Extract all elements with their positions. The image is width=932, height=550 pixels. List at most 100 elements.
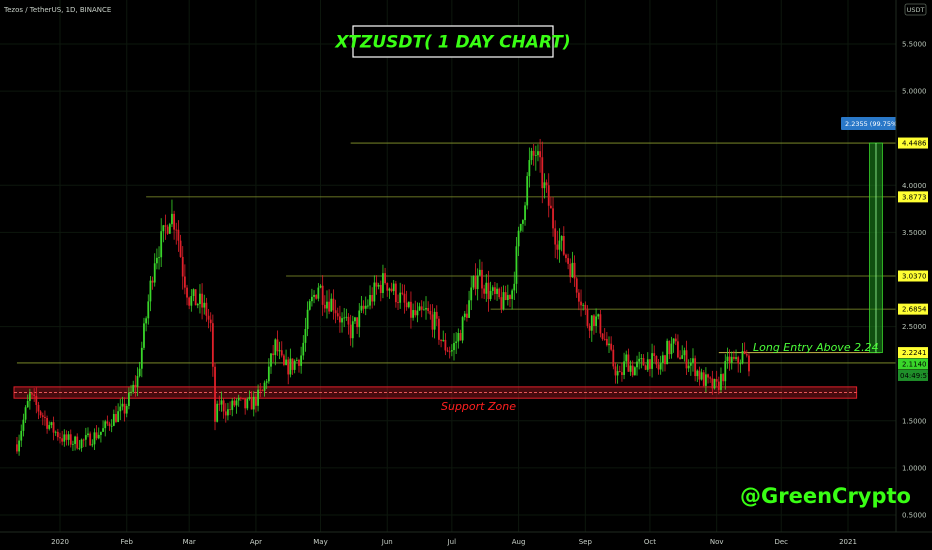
level-tag-bg: [898, 270, 928, 282]
y-axis-ticks: 0.5000 1.0000 1.5000 2.5000 3.5000 4.0000 5.00…: [902, 41, 927, 520]
entry-tag: 2.2241: [902, 349, 927, 357]
candle-body: [237, 397, 240, 401]
candle-body: [123, 403, 126, 414]
candle-body: [351, 321, 354, 339]
candle-body: [661, 355, 664, 363]
candle-body: [33, 394, 36, 396]
candle-body: [444, 339, 447, 351]
candle-body: [239, 397, 242, 399]
candle-body: [405, 302, 408, 308]
candle-body: [160, 231, 163, 258]
candle-body: [69, 434, 72, 445]
candle-body: [272, 353, 275, 356]
x-tick-label: Aug: [512, 538, 526, 546]
y-tick-label: 5.5000: [902, 41, 927, 49]
x-tick-label: Sep: [579, 538, 593, 546]
candle-body: [573, 262, 576, 279]
candle-body: [575, 278, 578, 293]
candle-body: [76, 436, 79, 449]
candle-body: [171, 213, 173, 225]
candle-body: [263, 382, 266, 391]
price-axis[interactable]: [896, 0, 932, 532]
candle-body: [336, 313, 339, 317]
candle-body: [181, 256, 184, 277]
candle-body: [375, 282, 378, 287]
level-tag: 2.6854: [902, 306, 927, 314]
candle-body: [300, 355, 303, 366]
candle-body: [125, 405, 128, 414]
candle-body: [360, 305, 363, 311]
candle-body: [313, 294, 315, 297]
candle-body: [698, 370, 701, 380]
time-axis[interactable]: [0, 532, 932, 550]
candle-body: [209, 319, 212, 324]
candle-body: [377, 284, 380, 287]
candle-body: [599, 314, 602, 334]
candle-body: [179, 240, 182, 257]
candle-body: [26, 400, 29, 408]
candle-body: [24, 407, 27, 420]
candle-body: [46, 418, 48, 429]
candle-body: [147, 301, 150, 319]
candle-body: [280, 350, 283, 356]
candle-body: [173, 213, 176, 230]
candle-body: [31, 393, 33, 395]
candle-body: [364, 305, 367, 309]
candle-body: [442, 339, 445, 341]
candle-body: [532, 150, 535, 156]
candle-body: [552, 208, 554, 229]
candle-body: [694, 358, 697, 377]
candle-body: [476, 275, 479, 290]
candle-body: [556, 244, 559, 250]
candle-body: [668, 340, 671, 355]
candle-body: [732, 356, 735, 359]
candle-body: [448, 351, 451, 353]
candle-body: [461, 317, 464, 341]
x-tick-label: Jun: [381, 538, 393, 546]
candle-body: [119, 406, 122, 412]
candle-body: [127, 392, 130, 406]
candle-body: [605, 338, 608, 346]
candle-body: [463, 313, 466, 318]
candle-body: [513, 283, 516, 291]
candle-body: [155, 257, 158, 264]
candle-body: [80, 439, 83, 449]
candle-body: [657, 364, 660, 370]
candle-body: [549, 205, 552, 209]
candle-body: [726, 356, 729, 361]
candle-body: [203, 302, 206, 308]
candle-body: [498, 288, 501, 298]
candle-body: [242, 398, 244, 399]
x-tick-label: 2020: [51, 538, 69, 546]
candle-body: [422, 309, 425, 311]
candle-body: [384, 273, 387, 284]
candle-body: [481, 269, 483, 289]
candle-body: [265, 381, 268, 383]
candle-body: [186, 287, 188, 298]
candle-body: [222, 400, 225, 412]
candle-body: [683, 350, 686, 356]
candle-body: [61, 438, 64, 442]
candle-body: [623, 361, 625, 375]
candle-body: [431, 314, 434, 330]
candle-body: [48, 425, 51, 429]
candle-body: [59, 437, 61, 439]
y-tick-label: 1.0000: [902, 464, 927, 472]
candle-body: [115, 413, 117, 422]
candle-body: [735, 357, 737, 359]
candle-body: [414, 310, 417, 316]
currency-button[interactable]: USDT: [904, 3, 927, 16]
candle-body: [315, 294, 318, 299]
candle-body: [304, 328, 307, 343]
candle-body: [231, 400, 234, 410]
candle-body: [338, 316, 341, 323]
y-tick-label: 1.5000: [902, 417, 927, 425]
candle-body: [140, 347, 143, 369]
candle-body: [267, 366, 270, 382]
candle-body: [558, 240, 561, 250]
candle-body: [713, 379, 716, 389]
candle-body: [145, 318, 148, 324]
x-tick-label: Dec: [774, 538, 788, 546]
candle-body: [44, 416, 46, 419]
